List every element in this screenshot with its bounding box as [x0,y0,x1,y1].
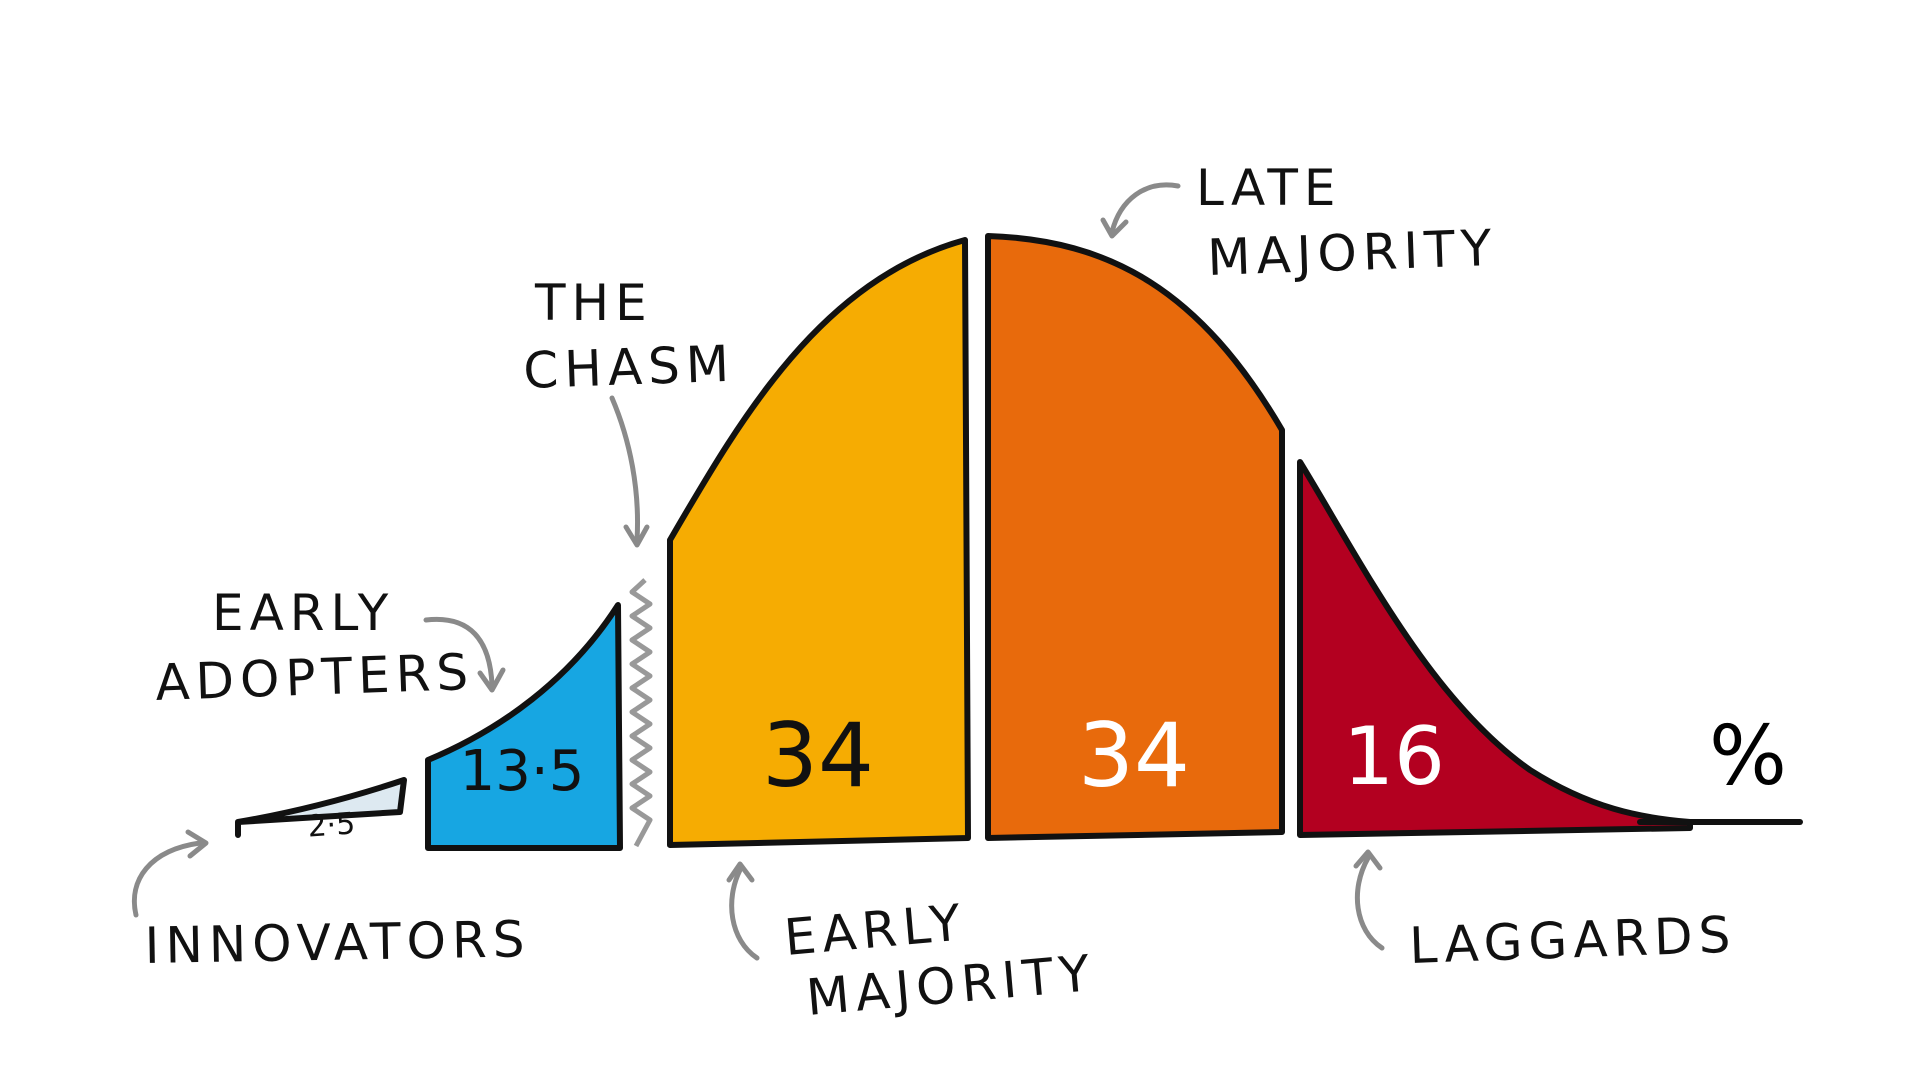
arrow-innovators [131,829,209,918]
label-late-majority-line2: MAJORITY [1206,219,1498,287]
value-innovators: 2·5 [306,806,356,844]
arrow-laggards [1353,849,1385,951]
label-early-adopters-line2: ADOPTERS [154,643,475,712]
chasm-zigzag [629,578,653,848]
label-early-adopters-line1: EARLY [212,584,394,642]
arrow-late-majority [1100,182,1181,239]
value-early-majority: 34 [762,704,874,807]
segment-innovators [235,777,407,838]
segment-laggards [1297,459,1693,838]
arrow-early-majority [726,861,760,961]
label-chasm-line1: THE [534,274,653,332]
label-laggards: LAGGARDS [1408,906,1737,975]
label-innovators: INNOVATORS [144,910,531,975]
label-chasm-line2: CHASM [522,335,735,400]
arrow-early-adopters [423,616,506,693]
value-laggards: 16 [1343,710,1445,803]
value-late-majority: 34 [1078,704,1190,807]
arrow-chasm [609,395,650,548]
label-early-majority-line1: EARLY [782,893,969,967]
segment-late-majority [985,233,1285,841]
value-early-adopters: 13·5 [460,739,585,804]
segment-early-majority [667,237,971,848]
label-late-majority-line1: LATE [1196,159,1341,217]
unit-percent: % [1709,709,1787,804]
segment-early-adopters [425,602,623,851]
